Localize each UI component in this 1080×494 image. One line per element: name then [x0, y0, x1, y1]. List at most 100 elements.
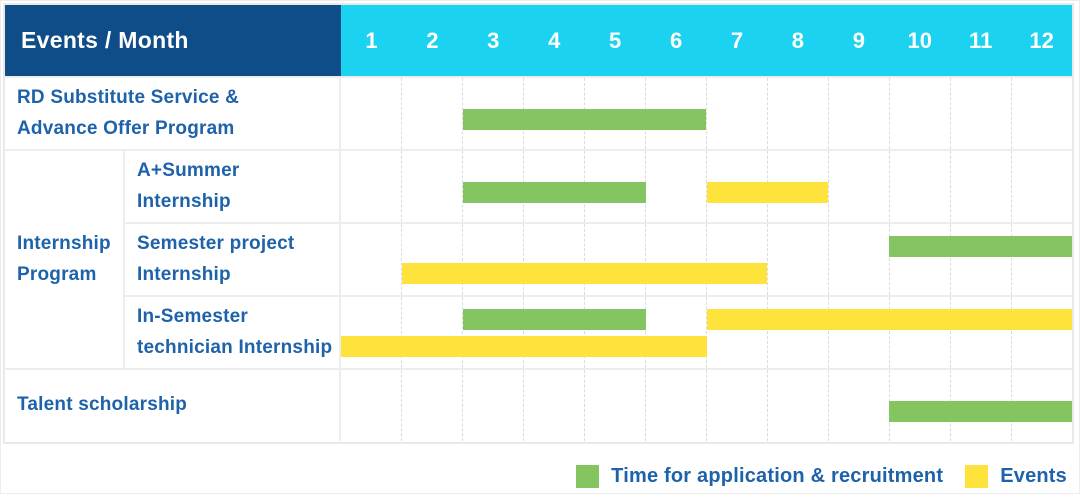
month-gridlines	[341, 78, 1072, 149]
row-label-line: technician Internship	[137, 336, 333, 358]
month-gridline	[341, 78, 401, 149]
row-label-cell: A+Summer Internship	[125, 149, 341, 222]
month-gridline	[584, 224, 645, 295]
month-gridline	[889, 78, 950, 149]
month-gridline	[462, 151, 523, 222]
month-gridline	[645, 224, 706, 295]
month-label: 9	[852, 27, 865, 53]
month-gridline	[706, 370, 767, 441]
month-gridline	[767, 370, 828, 441]
group-label-cell: Internship Program	[5, 149, 125, 368]
month-label: 8	[791, 27, 805, 53]
month-label: 11	[969, 27, 993, 53]
month-gridline	[1011, 151, 1072, 222]
month-gridline	[401, 297, 462, 368]
month-gridline	[706, 224, 767, 295]
group-label-line: Program	[17, 263, 97, 285]
month-gridline	[341, 151, 401, 222]
month-label: 6	[669, 27, 683, 53]
month-gridline	[828, 224, 889, 295]
month-gridline	[828, 151, 889, 222]
row-label-line: Semester project	[137, 232, 295, 254]
month-gridline	[889, 224, 950, 295]
month-gridline	[462, 297, 523, 368]
row-chart-cell	[341, 222, 1072, 295]
month-gridline	[889, 297, 950, 368]
month-gridline	[767, 224, 828, 295]
month-gridline	[523, 297, 584, 368]
row-label-cell: In-Semester technician Internship	[125, 295, 341, 368]
application-recruitment-bar	[462, 109, 707, 130]
month-gridline	[767, 78, 828, 149]
month-gridline	[584, 297, 645, 368]
row-label-cell: RD Substitute Service & Advance Offer Pro…	[5, 76, 341, 149]
month-header-row: 1 2 3 4 5 6 7 8 9 10 11 12	[341, 5, 1072, 76]
month-label: 5	[609, 27, 622, 53]
row-label-line: In-Semester	[137, 305, 248, 327]
month-gridline	[889, 151, 950, 222]
group-label-line: Internship	[17, 232, 111, 254]
row-label-line: A+Summer	[137, 159, 240, 181]
row-chart-cell	[341, 76, 1072, 149]
month-gridline	[1011, 78, 1072, 149]
month-gridline	[341, 224, 401, 295]
month-label: 12	[1029, 27, 1054, 53]
month-gridline	[341, 297, 401, 368]
events-bar	[341, 336, 707, 357]
month-label: 1	[365, 27, 378, 53]
application-recruitment-bar	[889, 401, 1072, 422]
legend-swatch-events	[965, 464, 989, 488]
row-label-line: Internship	[137, 190, 231, 212]
month-label: 10	[907, 27, 932, 53]
month-gridline	[401, 370, 462, 441]
month-gridline	[645, 151, 706, 222]
month-gridline	[767, 297, 828, 368]
row-chart-cell	[341, 295, 1072, 368]
month-gridline	[401, 78, 462, 149]
month-label: 7	[730, 27, 744, 53]
month-gridline	[828, 297, 889, 368]
corner-header-cell: Events / Month	[5, 5, 341, 76]
row-label-cell: Semester project Internship	[125, 222, 341, 295]
month-gridline	[341, 370, 401, 441]
row-label-line: Internship	[137, 263, 231, 285]
legend-swatch-application	[576, 464, 600, 488]
month-gridline	[462, 78, 523, 149]
month-gridline	[950, 151, 1011, 222]
month-gridline	[523, 224, 584, 295]
gantt-table: Events / Month 1 2 3 4 5 6 7 8 9 10 11 12 RD Substi…	[3, 3, 1074, 444]
application-recruitment-bar	[462, 309, 646, 330]
row-label-line: RD Substitute Service &	[17, 86, 240, 108]
events-bar	[401, 263, 768, 284]
row-chart-cell	[341, 368, 1072, 441]
month-gridline	[706, 297, 767, 368]
month-gridline	[950, 297, 1011, 368]
month-label: 3	[487, 27, 500, 53]
row-label-line: Advance Offer Program	[17, 117, 235, 139]
month-gridline	[462, 370, 523, 441]
month-gridline	[950, 78, 1011, 149]
month-gridlines	[341, 297, 1072, 368]
application-recruitment-bar	[889, 236, 1072, 257]
month-gridline	[828, 78, 889, 149]
month-gridline	[828, 370, 889, 441]
row-label-cell: Talent scholarship	[5, 368, 341, 441]
month-gridline	[523, 370, 584, 441]
month-gridline	[706, 78, 767, 149]
month-gridline	[1011, 297, 1072, 368]
row-chart-cell	[341, 149, 1072, 222]
row-label-line: Talent scholarship	[17, 394, 188, 416]
application-recruitment-bar	[462, 182, 646, 203]
month-label: 4	[548, 27, 561, 53]
legend-label-application: Time for application & recruitment	[611, 464, 944, 487]
month-gridline	[645, 370, 706, 441]
month-gridlines	[341, 224, 1072, 295]
month-gridline	[950, 224, 1011, 295]
month-gridline	[584, 370, 645, 441]
legend: Time for application & recruitment Event…	[576, 462, 1067, 490]
month-gridline	[462, 224, 523, 295]
legend-label-events: Events	[1000, 464, 1067, 487]
month-gridline	[1011, 224, 1072, 295]
month-gridline	[645, 297, 706, 368]
